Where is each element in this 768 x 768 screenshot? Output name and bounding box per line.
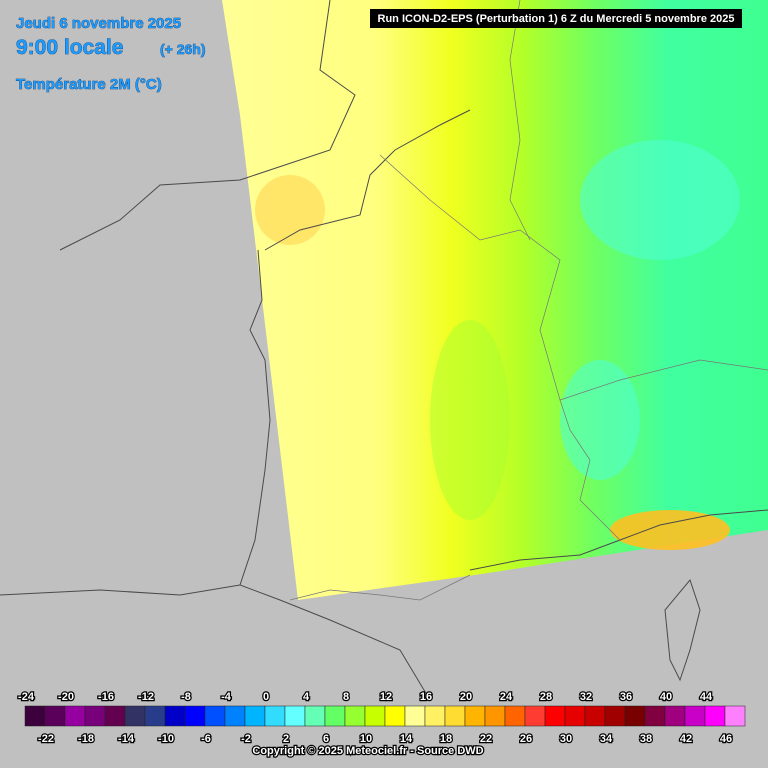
- legend-swatch: [344, 705, 366, 727]
- legend-label: -24: [18, 691, 35, 703]
- legend-swatch: [724, 705, 746, 727]
- legend-label: -12: [138, 691, 154, 703]
- warm-area: [610, 510, 730, 550]
- legend-label: 24: [500, 691, 513, 703]
- legend-swatch: [204, 705, 226, 727]
- legend-swatch: [304, 705, 326, 727]
- legend-label: 16: [420, 691, 432, 703]
- legend-swatch: [444, 705, 466, 727]
- forecast-date: Jeudi 6 novembre 2025: [16, 15, 181, 32]
- border: [289, 574, 471, 601]
- legend: -24-22-20-18-16-14-12-10-8-6-4-202468101…: [17, 690, 746, 746]
- legend-swatch: [164, 705, 186, 727]
- cold-area: [580, 140, 740, 260]
- legend-swatch: [704, 705, 726, 727]
- legend-label: 40: [660, 691, 672, 703]
- legend-swatch: [24, 705, 46, 727]
- legend-swatch: [624, 705, 646, 727]
- run-box: [370, 9, 742, 28]
- legend-swatch: [124, 705, 146, 727]
- legend-swatch: [404, 705, 426, 727]
- legend-swatch: [224, 705, 246, 727]
- legend-label: -22: [38, 733, 54, 745]
- legend-swatch: [584, 705, 606, 727]
- legend-label: 2: [283, 733, 289, 745]
- legend-swatch: [504, 705, 526, 727]
- warm-area: [255, 175, 325, 245]
- legend-label: -8: [181, 691, 191, 703]
- legend-swatch: [184, 705, 206, 727]
- legend-label: -10: [158, 733, 174, 745]
- legend-swatch: [484, 705, 506, 727]
- legend-label: 10: [360, 733, 372, 745]
- legend-swatch: [264, 705, 286, 727]
- variable-name: Température 2M (°C): [16, 76, 162, 93]
- legend-swatch: [104, 705, 126, 727]
- legend-swatch: [384, 705, 406, 727]
- legend-label: 30: [560, 733, 572, 745]
- legend-swatch: [564, 705, 586, 727]
- legend-label: -6: [201, 733, 211, 745]
- legend-label: 6: [323, 733, 329, 745]
- legend-label: 36: [620, 691, 632, 703]
- legend-label: -4: [221, 691, 232, 703]
- legend-swatch: [524, 705, 546, 727]
- run-info: Run ICON-D2-EPS (Perturbation 1) 6 Z du …: [378, 13, 735, 25]
- legend-label: -2: [241, 733, 251, 745]
- legend-label: 14: [400, 733, 413, 745]
- legend-label: 22: [480, 733, 492, 745]
- legend-swatch: [284, 705, 306, 727]
- coastline: [0, 584, 241, 596]
- legend-label: 8: [343, 691, 349, 703]
- legend-label: -16: [98, 691, 114, 703]
- legend-swatch: [544, 705, 566, 727]
- cool-area: [430, 320, 510, 520]
- copyright: Copyright © 2025 Meteociel.fr - Source D…: [252, 745, 483, 757]
- legend-label: 32: [580, 691, 592, 703]
- legend-label: 38: [640, 733, 652, 745]
- legend-swatch: [604, 705, 626, 727]
- legend-swatch: [644, 705, 666, 727]
- legend-swatch: [64, 705, 86, 727]
- cold-area: [560, 360, 640, 480]
- legend-label: -18: [78, 733, 94, 745]
- legend-swatch: [44, 705, 66, 727]
- model-domain: [222, 0, 768, 600]
- legend-label: 18: [440, 733, 452, 745]
- legend-label: 44: [700, 691, 713, 703]
- legend-label: 34: [600, 733, 613, 745]
- legend-swatch: [684, 705, 706, 727]
- legend-label: -14: [118, 733, 135, 745]
- legend-label: 12: [380, 691, 392, 703]
- legend-label: 4: [303, 691, 310, 703]
- lead-time: (+ 26h): [160, 41, 206, 57]
- legend-label: 46: [720, 733, 732, 745]
- legend-swatch: [84, 705, 106, 727]
- coastline: [239, 249, 431, 701]
- coastline: [664, 578, 701, 682]
- coastline: [59, 0, 471, 251]
- legend-swatch: [324, 705, 346, 727]
- legend-label: -20: [58, 691, 74, 703]
- legend-swatch: [144, 705, 166, 727]
- forecast-time: 9:00 locale: [16, 36, 123, 59]
- legend-swatch: [244, 705, 266, 727]
- legend-label: 0: [263, 691, 269, 703]
- legend-label: 42: [680, 733, 692, 745]
- legend-swatch: [464, 705, 486, 727]
- legend-swatch: [364, 705, 386, 727]
- legend-label: 26: [520, 733, 532, 745]
- legend-label: 28: [540, 691, 552, 703]
- legend-label: 20: [460, 691, 472, 703]
- border: [379, 0, 768, 541]
- legend-swatch: [424, 705, 446, 727]
- legend-swatch: [664, 705, 686, 727]
